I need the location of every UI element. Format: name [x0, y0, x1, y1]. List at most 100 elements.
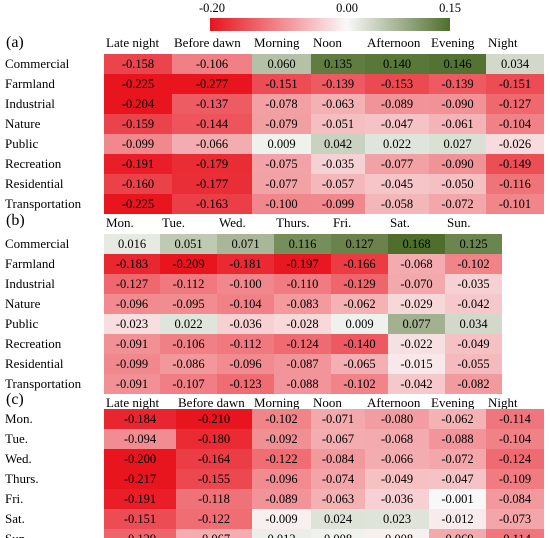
heatmap-cell [445, 334, 502, 354]
cell-value: -0.090 [441, 97, 473, 111]
cell-value: 0.125 [459, 237, 487, 251]
heatmap-cell [104, 254, 160, 274]
heatmap-cell [388, 274, 445, 294]
cell-value: -0.102 [265, 412, 297, 426]
cell-value: -0.049 [457, 337, 489, 351]
heatmap-cell [172, 94, 252, 114]
heatmap-cell [429, 509, 486, 529]
heatmap-cell [252, 429, 311, 449]
heatmap-cell [311, 409, 365, 429]
cell-value: -0.123 [229, 377, 261, 391]
heatmap-cell [388, 374, 445, 394]
heatmap-cell [331, 294, 388, 314]
heatmap-cell [388, 354, 445, 374]
heatmap-cell [217, 234, 274, 254]
cell-value: -0.061 [441, 117, 473, 131]
heatmap-cell [445, 234, 502, 254]
column-label-morning: Morning [254, 35, 300, 50]
cell-value: -0.191 [122, 157, 154, 171]
cell-value: -0.099 [122, 137, 154, 151]
row-label-mon: Mon. [5, 411, 33, 426]
heatmap-cell [104, 374, 160, 394]
cell-value: -0.067 [322, 432, 354, 446]
cell-value: -0.225 [122, 77, 154, 91]
heatmap-cell [331, 314, 388, 334]
heatmap-cell [365, 469, 429, 489]
heatmap-cell [311, 114, 365, 134]
row-label-farmland: Farmland [5, 76, 55, 91]
heatmap-cell [274, 234, 331, 254]
heatmap-cell [104, 94, 172, 114]
heatmap-cell [104, 509, 176, 529]
cell-value: -0.124 [286, 337, 319, 351]
column-label-thurs: Thurs. [276, 215, 310, 230]
heatmap-cell [445, 274, 502, 294]
heatmap-cell [311, 509, 365, 529]
cell-value: -0.045 [381, 177, 413, 191]
cell-value: 0.071 [231, 237, 259, 251]
heatmap-cell [365, 449, 429, 469]
cell-value: 0.060 [267, 57, 295, 71]
heatmap-cell [104, 314, 160, 334]
heatmap-cell [104, 154, 172, 174]
row-label-fri: Fri. [5, 491, 23, 506]
heatmap-cell [252, 509, 311, 529]
row-label-residential: Residential [5, 356, 64, 371]
heatmap-cell [217, 274, 274, 294]
cell-value: -0.012 [441, 512, 473, 526]
cell-value: -0.077 [381, 157, 413, 171]
cell-value: -0.070 [400, 277, 432, 291]
cell-value: -0.067 [198, 532, 230, 538]
heatmap-cell [429, 94, 486, 114]
row-label-nature: Nature [5, 116, 41, 131]
cell-value: 0.034 [459, 317, 488, 331]
heatmap-cell [172, 174, 252, 194]
cell-value: -0.066 [381, 452, 413, 466]
cell-value: -0.074 [322, 472, 355, 486]
heatmap-cell [331, 354, 388, 374]
cell-value: -0.101 [499, 197, 531, 211]
cell-value: -0.200 [124, 452, 156, 466]
cell-value: -0.088 [441, 432, 473, 446]
heatmap-cell [331, 254, 388, 274]
heatmap-cell [429, 174, 486, 194]
row-label-commercial: Commercial [5, 56, 70, 71]
cell-value: -0.063 [322, 492, 354, 506]
cell-value: -0.063 [322, 97, 354, 111]
heatmap-cell [388, 254, 445, 274]
heatmap-cell [160, 354, 217, 374]
row-label-public: Public [5, 316, 38, 331]
heatmap-cell [160, 274, 217, 294]
cell-value: -0.102 [457, 257, 489, 271]
cell-value: -0.068 [400, 257, 432, 271]
cell-value: -0.009 [265, 512, 297, 526]
heatmap-cell [429, 114, 486, 134]
heatmap-cell [172, 54, 252, 74]
cell-value: -0.118 [198, 492, 230, 506]
cell-value: -0.129 [343, 277, 375, 291]
column-label-tue: Tue. [162, 215, 185, 230]
heatmap-cell [172, 134, 252, 154]
heatmap-cell [388, 234, 445, 254]
cell-value: -0.164 [198, 452, 231, 466]
heatmap-panel-c: (c) Late night Before dawn Morning Noon After… [5, 391, 544, 538]
cell-value: -0.072 [441, 452, 473, 466]
cell-value: 0.008 [324, 532, 352, 538]
heatmap-cell [104, 54, 172, 74]
panel-label-c: (c) [6, 391, 24, 408]
heatmap-cell [176, 509, 252, 529]
heatmap-cell [160, 334, 217, 354]
cell-value: -0.087 [286, 357, 318, 371]
heatmap-cell [311, 469, 365, 489]
column-label-before-dawn: Before dawn [178, 395, 245, 410]
cell-value: -0.096 [229, 357, 261, 371]
heatmap-panel-b: (b) Mon. Tue. Wed. Thurs. Fri. Sat. Sun. Commerc… [5, 212, 502, 394]
heatmap-cell [252, 489, 311, 509]
cell-value: -0.023 [116, 317, 148, 331]
row-label-wed: Wed. [5, 451, 32, 466]
cell-value: -0.077 [265, 177, 297, 191]
heatmap-cell [104, 489, 176, 509]
row-label-recreation: Recreation [5, 336, 62, 351]
cell-value: -0.095 [172, 297, 204, 311]
cell-value: -0.104 [229, 297, 262, 311]
